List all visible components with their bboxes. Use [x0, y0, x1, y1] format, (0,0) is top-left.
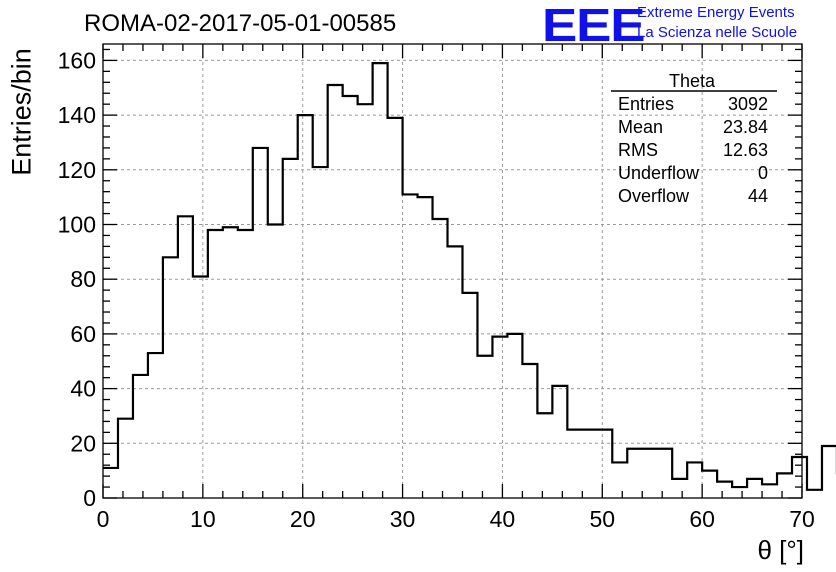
histogram-bars [103, 62, 836, 498]
stats-value: 44 [748, 186, 768, 206]
histogram-bin [403, 194, 418, 498]
x-tick-label: 50 [589, 506, 615, 532]
y-tick-label: 0 [83, 485, 96, 511]
histogram-bin [373, 63, 388, 498]
histogram-bin [702, 471, 717, 498]
histogram-bin [762, 484, 777, 498]
stats-value: 23.84 [723, 117, 768, 137]
histogram-bin [777, 473, 792, 498]
histogram-bin [492, 337, 507, 498]
histogram-outline [103, 62, 836, 491]
stats-title: Theta [669, 71, 716, 91]
histogram-bin [597, 430, 612, 498]
statistics-box: Theta Entries 3092 Mean 23.84 RMS 12.63 Underf… [611, 71, 777, 206]
histogram-bin [822, 446, 836, 498]
plot-title: ROMA-02-2017-05-01-00585 [84, 10, 397, 37]
histogram-bin [582, 430, 597, 498]
stats-value: 12.63 [723, 140, 768, 160]
histogram-bin [328, 85, 343, 498]
tick-labels: 0 10 20 30 40 50 60 70 0 20 40 60 80 100 120 140 160 [58, 47, 815, 532]
plot-frame [102, 43, 803, 499]
x-tick-label: 0 [97, 506, 110, 532]
histogram-bin [388, 118, 403, 498]
histogram-bin [103, 468, 118, 498]
y-tick-label: 100 [58, 212, 96, 238]
x-tick-label: 70 [789, 506, 815, 532]
histogram-bin [507, 334, 522, 498]
histogram-bin [537, 413, 552, 498]
histogram-bin [163, 257, 178, 498]
logo-subtitle-line1: Extreme Energy Events [637, 4, 795, 21]
y-tick-label: 140 [58, 102, 96, 128]
x-tick-label: 60 [689, 506, 715, 532]
histogram-bin [612, 462, 627, 498]
histogram-bin [567, 430, 582, 498]
histogram-bin [208, 230, 223, 498]
y-tick-label: 60 [70, 321, 96, 347]
histogram-bin [657, 449, 672, 498]
y-tick-label: 120 [58, 157, 96, 183]
histogram-bin [118, 419, 133, 498]
histogram-bin [298, 115, 313, 498]
histogram-bin [418, 197, 433, 498]
histogram-bin [148, 353, 163, 498]
histogram-bin [732, 487, 747, 498]
stats-label: Underflow [618, 163, 700, 183]
x-tick-label: 30 [390, 506, 416, 532]
histogram-bin [672, 479, 687, 498]
stats-value: 0 [758, 163, 768, 183]
histogram-bin [253, 148, 268, 498]
histogram-bin [627, 449, 642, 498]
histogram-bin [223, 227, 238, 498]
histogram-bin [642, 449, 657, 498]
x-tick-label: 10 [190, 506, 216, 532]
histogram-bin [268, 225, 283, 498]
x-axis-title: θ [°] [757, 535, 804, 565]
histogram-bin [313, 167, 328, 498]
histogram-bin [448, 246, 463, 498]
stats-value: 3092 [728, 94, 768, 114]
histogram-bin [133, 375, 148, 498]
histogram-bin [193, 276, 208, 498]
x-tick-label: 40 [490, 506, 516, 532]
histogram-bin [477, 356, 492, 498]
eee-logo: EEE [542, 0, 646, 51]
stats-label: Entries [618, 94, 674, 114]
histogram-bin [343, 96, 358, 498]
histogram-bin [687, 462, 702, 498]
axes [102, 43, 803, 499]
histogram-bin [522, 364, 537, 498]
histogram-bin [552, 386, 567, 498]
grid-lines [103, 44, 802, 498]
histogram-bin [807, 490, 822, 498]
histogram-bin [717, 482, 732, 498]
histogram-bin [238, 230, 253, 498]
y-tick-label: 160 [58, 47, 96, 73]
stats-label: Mean [618, 117, 663, 137]
histogram-bin [178, 216, 193, 498]
logo-subtitle-line2: La Scienza nelle Scuole [637, 24, 798, 41]
histogram-bin [433, 219, 448, 498]
y-tick-label: 20 [70, 430, 96, 456]
stats-label: RMS [618, 140, 658, 160]
x-tick-label: 20 [290, 506, 316, 532]
histogram-bin [358, 104, 373, 498]
stats-label: Overflow [618, 186, 690, 206]
y-tick-label: 40 [70, 376, 96, 402]
histogram-bin [747, 479, 762, 498]
histogram-bin [462, 293, 477, 498]
histogram-bin [283, 159, 298, 498]
y-tick-label: 80 [70, 266, 96, 292]
histogram-bin [792, 457, 807, 498]
